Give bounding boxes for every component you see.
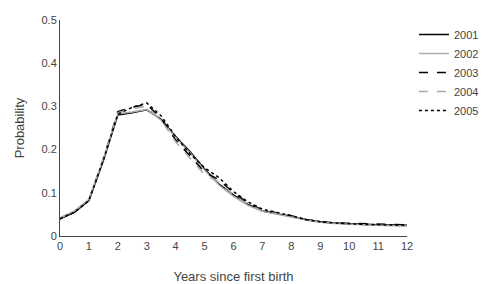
svg-text:6: 6 [230, 240, 236, 252]
svg-text:2004: 2004 [454, 86, 478, 98]
svg-text:0.2: 0.2 [42, 143, 57, 155]
svg-text:1: 1 [86, 240, 92, 252]
svg-text:5: 5 [202, 240, 208, 252]
svg-text:0.4: 0.4 [42, 57, 57, 69]
svg-text:0.5: 0.5 [42, 14, 57, 26]
svg-text:2002: 2002 [454, 48, 478, 60]
svg-text:2005: 2005 [454, 105, 478, 117]
svg-text:0: 0 [51, 230, 57, 242]
svg-text:8: 8 [288, 240, 294, 252]
svg-text:2003: 2003 [454, 67, 478, 79]
svg-text:12: 12 [401, 240, 413, 252]
svg-text:Probability: Probability [12, 97, 27, 158]
svg-text:4: 4 [173, 240, 179, 252]
svg-text:0.3: 0.3 [42, 100, 57, 112]
svg-text:11: 11 [372, 240, 383, 252]
svg-text:9: 9 [317, 240, 323, 252]
svg-text:0: 0 [57, 240, 63, 252]
svg-text:0.1: 0.1 [42, 187, 57, 199]
svg-text:7: 7 [259, 240, 265, 252]
svg-text:2: 2 [115, 240, 121, 252]
svg-text:2001: 2001 [454, 29, 478, 41]
svg-text:3: 3 [144, 240, 150, 252]
svg-text:Years since first birth: Years since first birth [173, 269, 293, 284]
svg-text:10: 10 [343, 240, 355, 252]
